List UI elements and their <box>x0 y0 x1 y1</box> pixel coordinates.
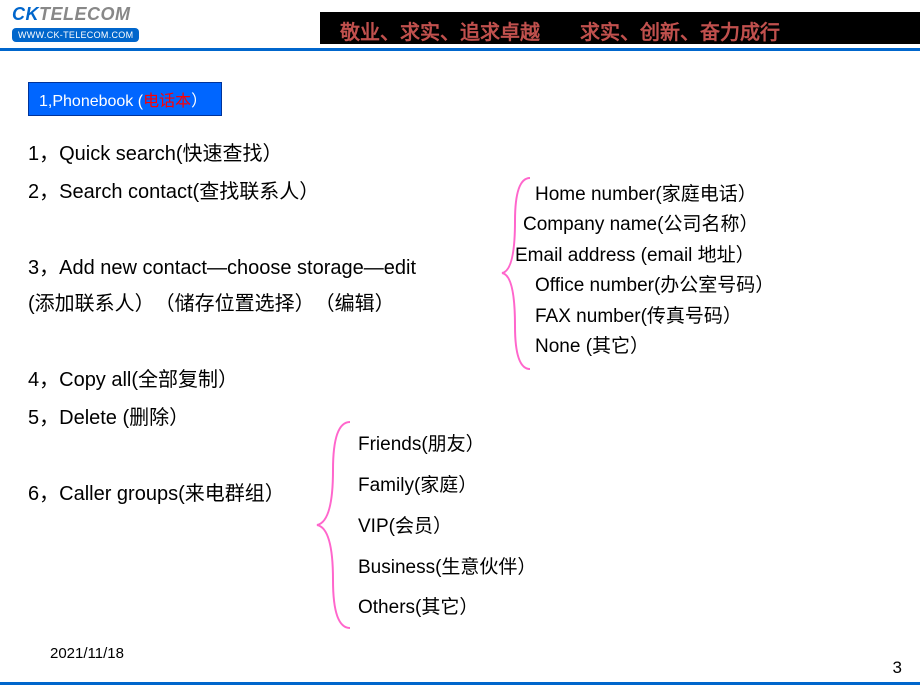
header: CKTELECOM WWW.CK-TELECOM.COM 敬业、求实、追求卓越 … <box>0 0 920 55</box>
brace-edit-fields-icon <box>500 176 535 371</box>
group-vip: VIP(会员） <box>358 507 536 548</box>
logo: CKTELECOM WWW.CK-TELECOM.COM <box>12 4 139 43</box>
header-black-bar: 敬业、求实、追求卓越 求实、创新、奋力成行 <box>320 12 920 44</box>
section-prefix: 1,Phonebook ( <box>39 93 143 110</box>
section-suffix: ） <box>191 93 207 110</box>
group-friends: Friends(朋友） <box>358 425 536 466</box>
groups-list: Friends(朋友） Family(家庭） VIP(会员） Business(… <box>358 425 536 629</box>
footer-underline <box>0 682 920 685</box>
group-business: Business(生意伙伴） <box>358 548 536 589</box>
item-4: 4，Copy all(全部复制） <box>28 361 900 399</box>
edit-field-fax: FAX number(传真号码） <box>535 302 774 332</box>
logo-url: WWW.CK-TELECOM.COM <box>12 28 139 42</box>
group-others: Others(其它） <box>358 588 536 629</box>
page-number: 3 <box>893 658 902 678</box>
logo-telecom: TELECOM <box>39 4 131 24</box>
section-title: 1,Phonebook (电话本） <box>28 82 222 116</box>
group-family: Family(家庭） <box>358 466 536 507</box>
edit-field-none: None (其它） <box>535 332 774 362</box>
item-1: 1，Quick search(快速查找） <box>28 135 900 173</box>
section-cn: 电话本 <box>143 93 191 110</box>
brace-groups-icon <box>315 420 355 630</box>
edit-field-office: Office number(办公室号码） <box>535 271 774 301</box>
edit-field-company: Company name(公司名称） <box>523 210 774 240</box>
edit-fields-list: Home number(家庭电话） Company name(公司名称） Ema… <box>535 180 774 362</box>
edit-field-home: Home number(家庭电话） <box>535 180 774 210</box>
edit-field-email: Email address (email 地址） <box>515 241 774 271</box>
logo-ck: CK <box>12 4 39 24</box>
footer-date: 2021/11/18 <box>50 645 124 662</box>
logo-text: CKTELECOM <box>12 4 139 25</box>
header-underline <box>0 48 920 51</box>
